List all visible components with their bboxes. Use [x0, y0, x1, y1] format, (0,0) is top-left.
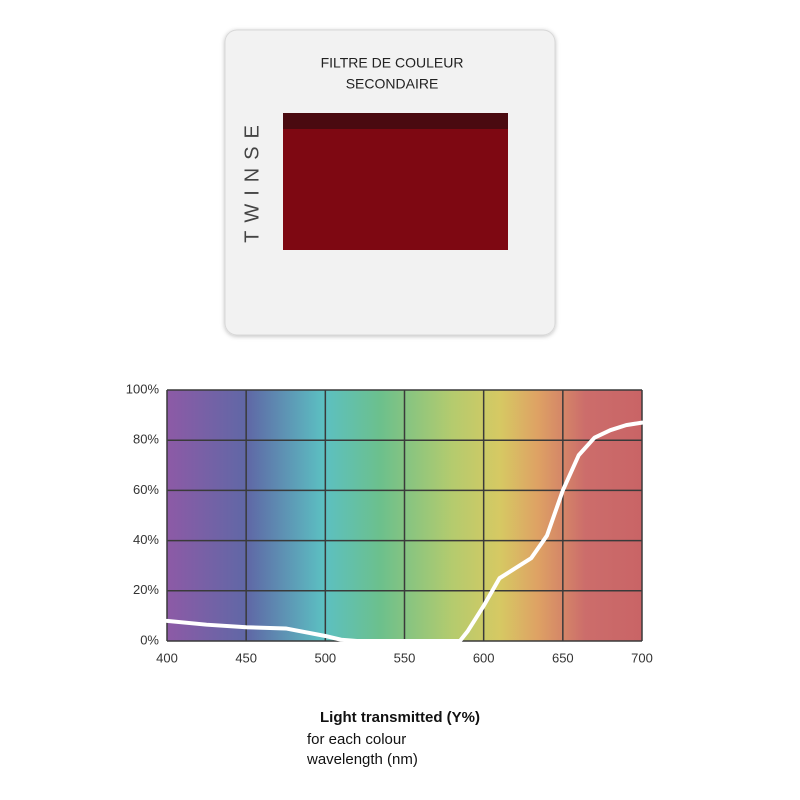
- x-tick-label: 700: [631, 650, 653, 665]
- y-tick-label: 80%: [133, 432, 159, 447]
- chart-subtitle: wavelength (nm): [306, 751, 418, 768]
- chart: 0% 20% 40% 60% 80% 100% 400 450 500 550 600 650 700: [126, 381, 653, 665]
- x-tick-label: 550: [394, 650, 416, 665]
- y-tick-label: 100%: [126, 381, 160, 396]
- slide: FILTRE DE COULEUR SECONDAIRE TWINSE: [224, 29, 556, 336]
- x-tick-label: 450: [235, 650, 257, 665]
- x-tick-label: 650: [552, 650, 574, 665]
- x-tick-label: 600: [473, 650, 495, 665]
- slide-label: FILTRE DE COULEUR: [321, 55, 464, 71]
- y-tick-label: 60%: [133, 482, 159, 497]
- chart-title: Light transmitted (Y%): [320, 709, 480, 726]
- y-tick-label: 40%: [133, 532, 159, 547]
- chart-subtitle: for each colour: [307, 731, 406, 748]
- brand: TWINSE: [241, 117, 263, 243]
- filter-window: [283, 113, 508, 250]
- x-tick-label: 500: [314, 650, 336, 665]
- y-tick-label: 0%: [140, 632, 159, 647]
- slide-label: SECONDAIRE: [346, 76, 439, 92]
- filter-edge: [283, 113, 508, 129]
- y-tick-label: 20%: [133, 582, 159, 597]
- x-tick-label: 400: [156, 650, 178, 665]
- data-line: [165, 420, 644, 643]
